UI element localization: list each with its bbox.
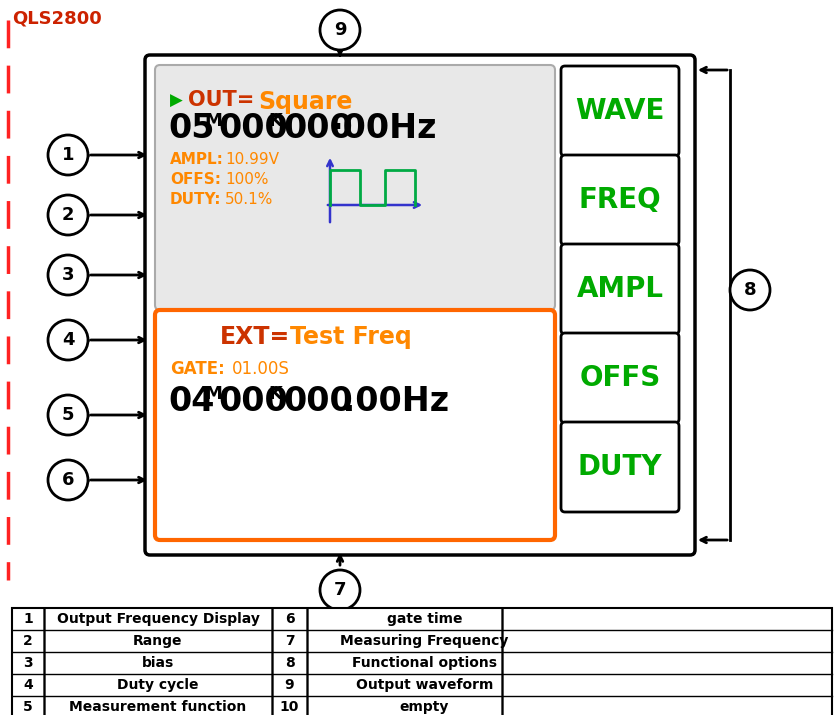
Text: ·00Hz: ·00Hz bbox=[331, 112, 438, 145]
Text: DUTY:: DUTY: bbox=[170, 192, 222, 207]
Text: K: K bbox=[268, 112, 282, 130]
Text: 04: 04 bbox=[168, 385, 214, 418]
FancyBboxPatch shape bbox=[561, 66, 679, 156]
Text: 9: 9 bbox=[333, 21, 346, 39]
Text: 8: 8 bbox=[743, 281, 756, 299]
Text: 2: 2 bbox=[24, 634, 33, 648]
Text: 000: 000 bbox=[218, 112, 288, 145]
Text: 000: 000 bbox=[283, 385, 353, 418]
FancyBboxPatch shape bbox=[561, 244, 679, 334]
Text: QLS2800: QLS2800 bbox=[12, 10, 102, 28]
Text: FREQ: FREQ bbox=[579, 186, 661, 214]
Text: K: K bbox=[268, 385, 282, 403]
Text: 6: 6 bbox=[62, 471, 74, 489]
Text: Square: Square bbox=[258, 90, 352, 114]
Text: 5: 5 bbox=[62, 406, 74, 424]
Text: 50.1%: 50.1% bbox=[225, 192, 273, 207]
Text: M: M bbox=[204, 385, 222, 403]
Circle shape bbox=[48, 135, 88, 175]
Text: 8: 8 bbox=[285, 656, 294, 670]
Text: Output waveform: Output waveform bbox=[356, 678, 493, 692]
Text: 6: 6 bbox=[285, 612, 294, 626]
Text: Range: Range bbox=[134, 634, 183, 648]
Text: 000: 000 bbox=[218, 385, 288, 418]
Text: .00Hz: .00Hz bbox=[331, 385, 449, 418]
Text: Test Freq: Test Freq bbox=[290, 325, 412, 349]
Circle shape bbox=[48, 195, 88, 235]
Text: OFFS: OFFS bbox=[580, 364, 660, 392]
Text: 100%: 100% bbox=[225, 172, 269, 187]
Text: 1: 1 bbox=[24, 612, 33, 626]
Text: gate time: gate time bbox=[386, 612, 462, 626]
Text: OFFS:: OFFS: bbox=[170, 172, 221, 187]
Text: 3: 3 bbox=[24, 656, 33, 670]
Text: 5: 5 bbox=[24, 700, 33, 714]
Bar bbox=[12, 608, 832, 715]
FancyBboxPatch shape bbox=[145, 55, 695, 555]
Text: 4: 4 bbox=[62, 331, 74, 349]
Text: OUT=: OUT= bbox=[188, 90, 255, 110]
Text: 7: 7 bbox=[285, 634, 294, 648]
Text: 10: 10 bbox=[280, 700, 299, 714]
Text: WAVE: WAVE bbox=[575, 97, 664, 125]
FancyBboxPatch shape bbox=[155, 65, 555, 310]
Text: DUTY: DUTY bbox=[578, 453, 662, 481]
Text: 05: 05 bbox=[168, 112, 214, 145]
Text: 10.99V: 10.99V bbox=[225, 152, 279, 167]
Text: EXT=: EXT= bbox=[220, 325, 291, 349]
Text: 000: 000 bbox=[283, 112, 353, 145]
Text: 4: 4 bbox=[24, 678, 33, 692]
Circle shape bbox=[48, 320, 88, 360]
Text: 7: 7 bbox=[333, 581, 346, 599]
Text: 9: 9 bbox=[285, 678, 294, 692]
Text: Functional options: Functional options bbox=[352, 656, 497, 670]
Text: ▶: ▶ bbox=[170, 92, 183, 110]
Text: M: M bbox=[204, 112, 222, 130]
Text: Output Frequency Display: Output Frequency Display bbox=[56, 612, 260, 626]
FancyBboxPatch shape bbox=[561, 155, 679, 245]
Text: Duty cycle: Duty cycle bbox=[118, 678, 199, 692]
Circle shape bbox=[48, 255, 88, 295]
Text: Measurement function: Measurement function bbox=[70, 700, 247, 714]
FancyBboxPatch shape bbox=[561, 422, 679, 512]
Text: 01.00S: 01.00S bbox=[232, 360, 290, 378]
Text: 2: 2 bbox=[62, 206, 74, 224]
Text: 1: 1 bbox=[62, 146, 74, 164]
FancyBboxPatch shape bbox=[155, 310, 555, 540]
Text: AMPL:: AMPL: bbox=[170, 152, 224, 167]
Circle shape bbox=[48, 460, 88, 500]
Text: AMPL: AMPL bbox=[576, 275, 664, 303]
Text: Measuring Frequency: Measuring Frequency bbox=[340, 634, 509, 648]
FancyBboxPatch shape bbox=[561, 333, 679, 423]
Circle shape bbox=[730, 270, 770, 310]
Text: 3: 3 bbox=[62, 266, 74, 284]
Circle shape bbox=[48, 395, 88, 435]
Text: empty: empty bbox=[400, 700, 449, 714]
Text: GATE:: GATE: bbox=[170, 360, 225, 378]
Circle shape bbox=[320, 10, 360, 50]
Circle shape bbox=[320, 570, 360, 610]
Text: bias: bias bbox=[142, 656, 174, 670]
